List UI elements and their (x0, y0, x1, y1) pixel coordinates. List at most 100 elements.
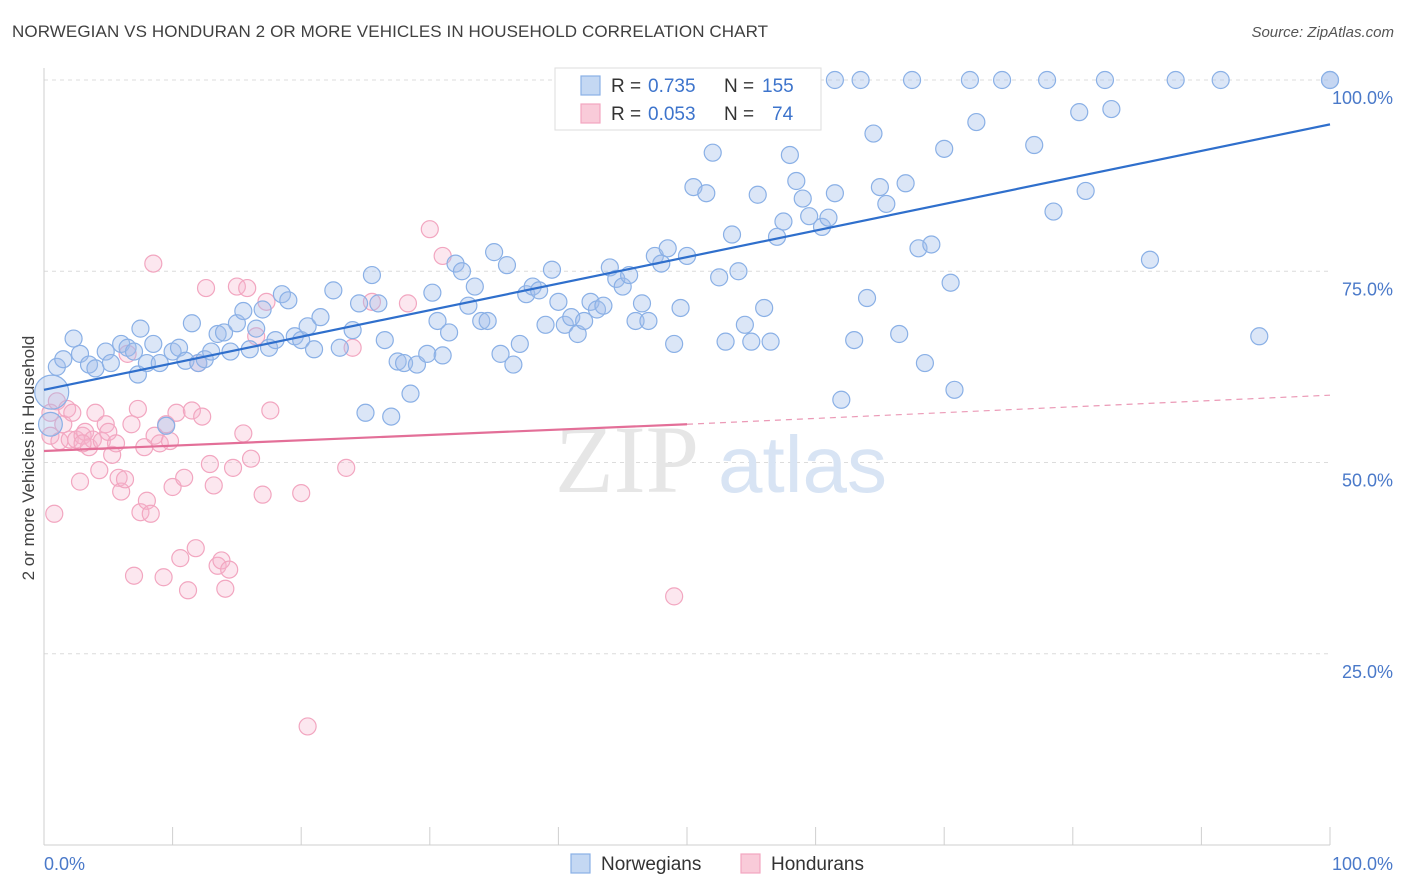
legend-bottom-swatch-blue (570, 853, 591, 874)
honduran-point-73 (73, 434, 92, 453)
norwegian-point-71 (510, 334, 529, 354)
norwegian-point-3 (54, 350, 73, 369)
honduran-point-50 (204, 476, 223, 495)
honduran-point-32 (141, 504, 160, 523)
norwegian-point-46 (349, 294, 369, 313)
norwegian-point-44 (330, 338, 349, 357)
norwegian-point-16 (144, 334, 163, 354)
norwegian-point-12 (124, 342, 144, 361)
honduran-point-16 (90, 461, 109, 480)
honduran-point-20 (103, 445, 122, 464)
y-tick-label-0: 100.0% (1332, 88, 1393, 108)
y-tick-label-3: 25.0% (1342, 662, 1393, 682)
honduran-point-41 (171, 549, 190, 568)
honduran-point-66 (337, 458, 356, 477)
norwegian-point-27 (214, 323, 234, 342)
norwegian-point-43 (324, 281, 343, 300)
norwegian-point-60 (439, 323, 459, 342)
norwegian-point-107 (748, 185, 767, 204)
norwegian-point-50 (375, 331, 394, 350)
norwegian-point-42 (311, 308, 330, 327)
honduran-point-22 (109, 468, 128, 487)
watermark: ZIP atlas (555, 406, 887, 513)
honduran-point-12 (76, 422, 95, 441)
norwegian-point-96 (671, 298, 690, 318)
honduran-point-53 (216, 579, 235, 598)
norwegian-point-140 (1044, 202, 1063, 221)
tick-labels: 100.0% 75.0% 50.0% 25.0% 0.0% 100.0% (44, 88, 1393, 874)
legend-n-label-1: N = (724, 76, 754, 97)
honduran-point-52 (212, 551, 231, 570)
legend-swatch-pink (580, 103, 601, 124)
honduran-point-10 (70, 472, 90, 491)
norwegian-point-49 (369, 294, 388, 313)
norwegian-point-148 (1250, 327, 1269, 346)
norwegian-point-125 (877, 194, 896, 214)
honduran-point-8 (63, 403, 82, 422)
norwegian-point-124 (870, 178, 890, 197)
norwegian-point-146 (1166, 70, 1185, 90)
honduran-point-27 (124, 566, 144, 585)
norwegian-point-103 (722, 225, 742, 244)
norwegian-point-112 (780, 145, 799, 165)
honduran-point-36 (154, 568, 173, 587)
honduran-point-64 (292, 484, 311, 503)
honduran-point-40 (167, 403, 186, 422)
honduran-point-42 (175, 468, 194, 487)
norwegian-point-4 (64, 329, 83, 348)
norwegians-trend-line (43, 123, 1331, 391)
norwegian-point-100 (703, 143, 722, 162)
norwegian-point-7 (86, 359, 105, 378)
source-credit: Source: ZipAtlas.com (1251, 24, 1394, 41)
norwegian-point-54 (401, 384, 420, 403)
legend-swatch-blue (580, 75, 601, 96)
norwegian-point-68 (491, 344, 510, 363)
norwegian-point-30 (234, 301, 253, 321)
norwegian-point-0 (34, 374, 70, 410)
legend-n-label-2: N = (724, 104, 754, 125)
norwegian-point-67 (485, 243, 504, 262)
legend-bottom-hondurans: Hondurans (771, 854, 864, 875)
norwegian-point-145 (1140, 250, 1160, 269)
honduran-point-70 (420, 220, 439, 239)
norwegian-point-90 (632, 294, 652, 313)
norwegian-point-109 (761, 332, 780, 351)
norwegian-point-127 (896, 174, 915, 193)
legend-n-value-1: 155 (762, 76, 794, 97)
watermark-zip: ZIP (555, 406, 699, 513)
norwegian-point-142 (1076, 181, 1095, 201)
y-tick-label-2: 50.0% (1342, 471, 1393, 491)
norwegian-point-47 (356, 403, 375, 422)
norwegian-point-37 (279, 291, 298, 310)
norwegian-point-144 (1102, 99, 1121, 119)
norwegian-point-118 (825, 184, 844, 203)
honduran-point-44 (182, 401, 201, 420)
norwegian-point-66 (478, 311, 497, 331)
norwegians-points (34, 70, 1340, 437)
honduran-point-26 (122, 415, 141, 434)
honduran-point-61 (253, 485, 272, 504)
norwegian-point-115 (800, 207, 819, 226)
norwegian-point-102 (716, 332, 735, 351)
honduran-point-34 (144, 254, 163, 273)
norwegian-point-62 (452, 262, 472, 281)
norwegian-point-147 (1211, 70, 1230, 90)
legend-bottom-norwegians: Norwegians (601, 854, 701, 875)
norwegian-point-143 (1095, 70, 1115, 90)
norwegian-point-105 (735, 315, 754, 334)
honduran-point-2 (45, 504, 64, 523)
honduran-point-28 (128, 399, 147, 419)
honduran-point-15 (86, 403, 105, 422)
norwegian-point-104 (729, 262, 748, 281)
norwegian-point-121 (851, 70, 870, 90)
norwegian-point-137 (992, 70, 1012, 90)
honduran-point-45 (186, 539, 205, 558)
norwegian-point-22 (182, 314, 201, 333)
legend-top: R = 0.735 N = 155 R = 0.053 N = 74 (554, 67, 822, 131)
norwegian-point-91 (639, 311, 658, 331)
norwegian-point-76 (542, 260, 562, 279)
norwegian-point-26 (208, 324, 227, 344)
norwegian-point-75 (536, 315, 555, 334)
norwegian-point-84 (594, 296, 613, 315)
norwegian-point-130 (915, 353, 935, 373)
